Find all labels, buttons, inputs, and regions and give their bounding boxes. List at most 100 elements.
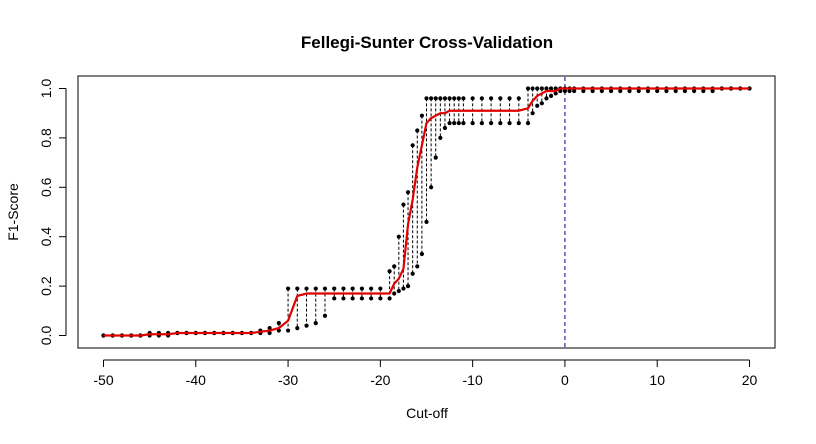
upper-point bbox=[452, 96, 457, 101]
chart-title: Fellegi-Sunter Cross-Validation bbox=[301, 33, 553, 52]
upper-point bbox=[332, 286, 337, 291]
upper-point bbox=[295, 286, 300, 291]
lower-point bbox=[479, 120, 484, 126]
upper-point bbox=[539, 86, 544, 91]
upper-point bbox=[276, 321, 281, 326]
upper-point bbox=[530, 86, 535, 91]
upper-point bbox=[350, 286, 355, 291]
x-axis-label: Cut-off bbox=[406, 405, 448, 421]
mean-line-group bbox=[103, 87, 750, 337]
y-tick-label: 1.0 bbox=[38, 79, 54, 99]
upper-point bbox=[442, 96, 448, 101]
lower-point bbox=[276, 328, 281, 333]
lower-point bbox=[567, 88, 572, 94]
upper-point bbox=[535, 86, 540, 91]
lower-point bbox=[535, 103, 540, 108]
y-axis: 0.0 0.2 0.4 0.6 0.8 1.0 bbox=[38, 79, 67, 346]
lower-point bbox=[701, 88, 706, 94]
lower-point bbox=[590, 88, 595, 94]
lower-point bbox=[553, 91, 558, 96]
x-tick-label: -20 bbox=[370, 372, 390, 388]
lower-point bbox=[419, 251, 424, 257]
upper-point bbox=[429, 96, 434, 101]
lower-point bbox=[401, 286, 406, 291]
upper-point bbox=[359, 286, 364, 291]
lower-point bbox=[359, 296, 364, 301]
upper-point bbox=[401, 202, 406, 207]
lower-point bbox=[392, 291, 397, 296]
upper-point bbox=[461, 96, 466, 101]
x-tick-label: -50 bbox=[93, 372, 113, 388]
lower-point bbox=[387, 296, 392, 301]
y-axis-label: F1-Score bbox=[5, 183, 21, 241]
lower-point bbox=[489, 120, 494, 126]
lower-point bbox=[655, 88, 660, 94]
lower-point bbox=[378, 296, 383, 301]
upper-point bbox=[378, 286, 383, 291]
lower-point bbox=[461, 120, 466, 126]
y-tick-label: 0.8 bbox=[38, 128, 54, 148]
lower-point bbox=[682, 88, 688, 94]
x-tick-label: -40 bbox=[186, 372, 206, 388]
lower-point bbox=[581, 88, 586, 94]
upper-point bbox=[304, 286, 309, 291]
upper-point bbox=[433, 96, 438, 101]
lower-point bbox=[285, 328, 291, 333]
mean-line bbox=[103, 87, 750, 337]
lower-point bbox=[572, 88, 577, 94]
lower-point bbox=[618, 88, 623, 94]
lower-point bbox=[516, 120, 521, 126]
upper-point bbox=[507, 96, 512, 101]
upper-point bbox=[396, 234, 401, 239]
upper-point bbox=[322, 286, 328, 291]
lower-point bbox=[447, 120, 452, 126]
lower-point bbox=[636, 88, 641, 94]
lower-point bbox=[645, 88, 651, 94]
upper-point bbox=[341, 286, 346, 291]
upper-point bbox=[516, 96, 521, 101]
lower-point bbox=[438, 135, 443, 140]
lower-point bbox=[470, 120, 475, 126]
lower-point bbox=[424, 219, 429, 224]
upper-point bbox=[470, 96, 475, 101]
upper-point bbox=[498, 96, 503, 101]
lower-point bbox=[562, 88, 568, 94]
lower-point bbox=[415, 264, 420, 269]
lower-point bbox=[322, 313, 328, 318]
y-tick-label: 0.2 bbox=[38, 276, 54, 296]
lower-point bbox=[341, 296, 346, 301]
lower-point bbox=[525, 120, 531, 126]
upper-point bbox=[369, 286, 374, 291]
lower-point bbox=[304, 323, 309, 328]
lower-point bbox=[548, 93, 554, 99]
lower-point bbox=[608, 88, 614, 94]
lower-point bbox=[433, 155, 438, 160]
lower-point bbox=[350, 296, 355, 301]
upper-point bbox=[489, 96, 494, 101]
x-tick-label: 0 bbox=[561, 372, 569, 388]
lower-point bbox=[710, 88, 715, 94]
lower-point bbox=[369, 296, 374, 301]
lower-point bbox=[673, 88, 678, 94]
lower-point bbox=[295, 325, 300, 331]
lower-point bbox=[507, 120, 512, 126]
lower-point bbox=[452, 120, 457, 126]
upper-point bbox=[544, 86, 549, 91]
lower-point bbox=[498, 120, 503, 126]
upper-point bbox=[456, 96, 461, 101]
upper-point bbox=[548, 86, 554, 91]
lower-point bbox=[396, 288, 401, 294]
upper-point bbox=[438, 96, 443, 101]
upper-point bbox=[387, 269, 392, 274]
plot-frame bbox=[77, 75, 776, 349]
lower-point bbox=[332, 296, 337, 301]
lower-point bbox=[627, 88, 632, 94]
lower-point bbox=[599, 88, 604, 94]
x-axis: -50 -40 -30 -20 -10 0 10 20 bbox=[93, 359, 758, 388]
upper-point bbox=[410, 143, 415, 148]
x-tick-label: 20 bbox=[742, 372, 758, 388]
lower-point bbox=[429, 185, 434, 190]
y-tick-label: 0.0 bbox=[38, 326, 54, 346]
upper-point bbox=[447, 96, 452, 101]
